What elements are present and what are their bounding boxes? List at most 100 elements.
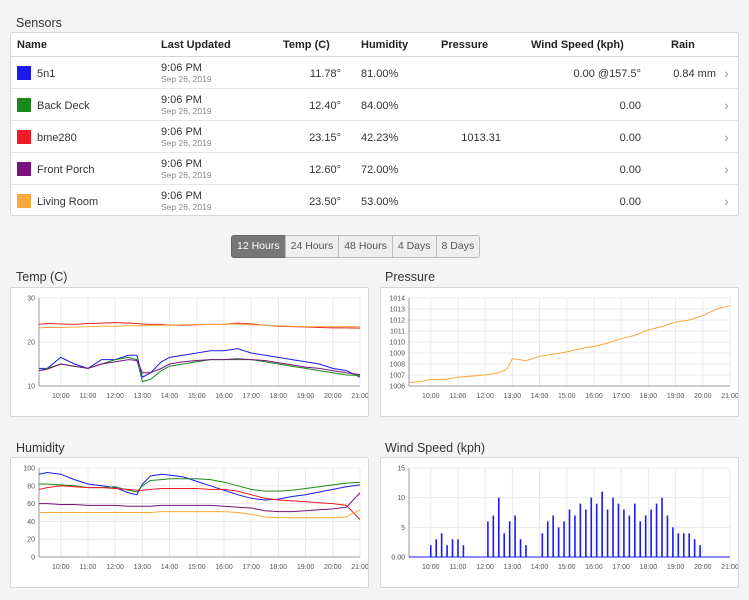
last-updated-date: Sep 26, 2019 <box>161 202 212 212</box>
x-tick-label: 13:00 <box>134 564 152 571</box>
y-tick-label: 1011 <box>390 329 405 336</box>
x-tick-label: 10:00 <box>422 393 440 400</box>
temp-value: 11.78° <box>309 68 341 80</box>
x-tick-label: 18:00 <box>270 564 288 571</box>
series-line <box>39 348 361 378</box>
range-button-12-hours[interactable]: 12 Hours <box>231 235 286 258</box>
temp-value: 12.40° <box>309 100 341 112</box>
pressure-chart-svg: 10:00 11:00 12:00 13:00 14:00 15:00 16:00 17:00… <box>389 296 738 401</box>
range-button-48-hours[interactable]: 48 Hours <box>338 235 393 258</box>
humidity-value: 81.00% <box>361 68 399 80</box>
table-header: Name Last Updated Temp (C) Humidity Pres… <box>11 33 738 57</box>
sensor-name: Living Room <box>37 196 99 208</box>
series-line <box>39 509 361 519</box>
table-row[interactable]: 5n1 9:06 PM Sep 26, 2019 11.78° 81.00% 0.00 @… <box>11 57 738 89</box>
column-name[interactable]: Name <box>17 39 47 51</box>
x-tick-label: 15:00 <box>558 393 576 400</box>
wind-chart-title: Wind Speed (kph) <box>385 441 486 455</box>
sensors-section-title: Sensors <box>16 16 62 30</box>
y-tick-label: 10 <box>397 495 405 502</box>
wind-value: 0.00 @157.5° <box>573 68 641 80</box>
x-tick-label: 14:00 <box>161 564 179 571</box>
x-tick-label: 18:00 <box>270 393 288 400</box>
table-row[interactable]: bme280 9:06 PM Sep 26, 2019 23.15° 42.23% 101… <box>11 121 738 153</box>
x-tick-label: 16:00 <box>215 564 233 571</box>
x-tick-label: 11:00 <box>449 564 466 571</box>
pressure-value: 1013.31 <box>461 132 501 144</box>
y-tick-label: 20 <box>27 340 35 347</box>
x-tick-label: 12:00 <box>106 393 124 400</box>
y-tick-label: 1010 <box>389 340 405 347</box>
x-tick-label: 18:00 <box>640 564 658 571</box>
y-tick-label: 1013 <box>389 307 405 314</box>
sensor-color-swatch <box>17 130 31 144</box>
series-line <box>38 358 361 376</box>
table-row[interactable]: Back Deck 9:06 PM Sep 26, 2019 12.40° 84.00%… <box>11 89 738 121</box>
sensors-table: Name Last Updated Temp (C) Humidity Pres… <box>10 32 739 216</box>
chevron-right-icon[interactable]: › <box>724 193 729 209</box>
wind-value: 0.00 <box>619 132 641 144</box>
x-tick-label: 17:00 <box>242 564 260 571</box>
table-row[interactable]: Front Porch 9:06 PM Sep 26, 2019 12.60° 72.0… <box>11 153 738 185</box>
x-tick-label: 15:00 <box>558 564 576 571</box>
x-tick-label: 20:00 <box>324 564 342 571</box>
sensor-color-swatch <box>17 194 31 208</box>
series-line <box>39 492 361 513</box>
y-tick-label: 60 <box>27 501 35 508</box>
series-line <box>38 322 361 329</box>
x-tick-label: 12:00 <box>476 393 494 400</box>
x-tick-label: 17:00 <box>242 393 260 400</box>
x-tick-label: 14:00 <box>531 393 549 400</box>
column-pressure[interactable]: Pressure <box>441 39 489 51</box>
humidity-chart-svg: 10:00 11:00 12:00 13:00 14:00 15:00 16:00 17:00… <box>23 466 368 572</box>
x-tick-label: 16:00 <box>215 393 233 400</box>
x-tick-label: 11:00 <box>79 564 96 571</box>
chevron-right-icon[interactable]: › <box>724 161 729 177</box>
x-tick-label: 16:00 <box>585 393 603 400</box>
x-tick-label: 21:00 <box>351 564 368 571</box>
table-row[interactable]: Living Room 9:06 PM Sep 26, 2019 23.50° 53.0… <box>11 185 738 217</box>
range-button-24-hours[interactable]: 24 Hours <box>284 235 340 258</box>
temp-chart-title: Temp (C) <box>16 270 68 284</box>
x-tick-label: 19:00 <box>667 393 685 400</box>
y-tick-label: 10 <box>27 384 35 391</box>
x-tick-label: 13:00 <box>504 393 522 400</box>
y-tick-label: 80 <box>27 483 35 490</box>
wind-chart-svg: 10:00 11:00 12:00 13:00 14:00 15:00 16:00 17:00… <box>391 466 738 572</box>
chevron-right-icon[interactable]: › <box>724 65 729 81</box>
x-tick-label: 18:00 <box>640 393 658 400</box>
x-tick-label: 11:00 <box>449 393 466 400</box>
y-tick-label: 1008 <box>389 362 405 369</box>
y-tick-label: 20 <box>27 537 35 544</box>
range-button-8-days[interactable]: 8 Days <box>435 235 481 258</box>
series-line <box>408 305 731 384</box>
column-last-updated[interactable]: Last Updated <box>161 39 231 51</box>
column-humidity[interactable]: Humidity <box>361 39 409 51</box>
range-button-4-days[interactable]: 4 Days <box>391 235 437 258</box>
x-tick-label: 20:00 <box>694 564 712 571</box>
chevron-right-icon[interactable]: › <box>724 97 729 113</box>
last-updated-date: Sep 26, 2019 <box>161 138 212 148</box>
y-tick-label: 1009 <box>389 351 405 358</box>
last-updated-time: 9:06 PM <box>161 126 202 138</box>
pressure-chart-title: Pressure <box>385 270 436 284</box>
x-tick-label: 13:00 <box>504 564 522 571</box>
x-tick-label: 11:00 <box>79 393 96 400</box>
x-tick-label: 12:00 <box>106 564 124 571</box>
x-tick-label: 14:00 <box>531 564 549 571</box>
y-tick-label: 1006 <box>389 384 405 391</box>
column-wind-speed[interactable]: Wind Speed (kph) <box>531 39 624 51</box>
y-tick-label: 0.00 <box>391 555 405 562</box>
column-temp[interactable]: Temp (C) <box>283 39 330 51</box>
x-tick-label: 21:00 <box>351 393 368 400</box>
y-tick-label: 1012 <box>389 318 405 325</box>
x-tick-label: 13:00 <box>134 393 152 400</box>
series-line <box>38 356 361 383</box>
series-line <box>38 485 361 520</box>
x-tick-label: 21:00 <box>721 393 738 400</box>
humidity-chart: 10:00 11:00 12:00 13:00 14:00 15:00 16:00 17:00… <box>10 457 369 588</box>
chevron-right-icon[interactable]: › <box>724 129 729 145</box>
column-rain[interactable]: Rain <box>671 39 695 51</box>
sensor-name: Front Porch <box>37 164 95 176</box>
sensor-color-swatch <box>17 66 31 80</box>
